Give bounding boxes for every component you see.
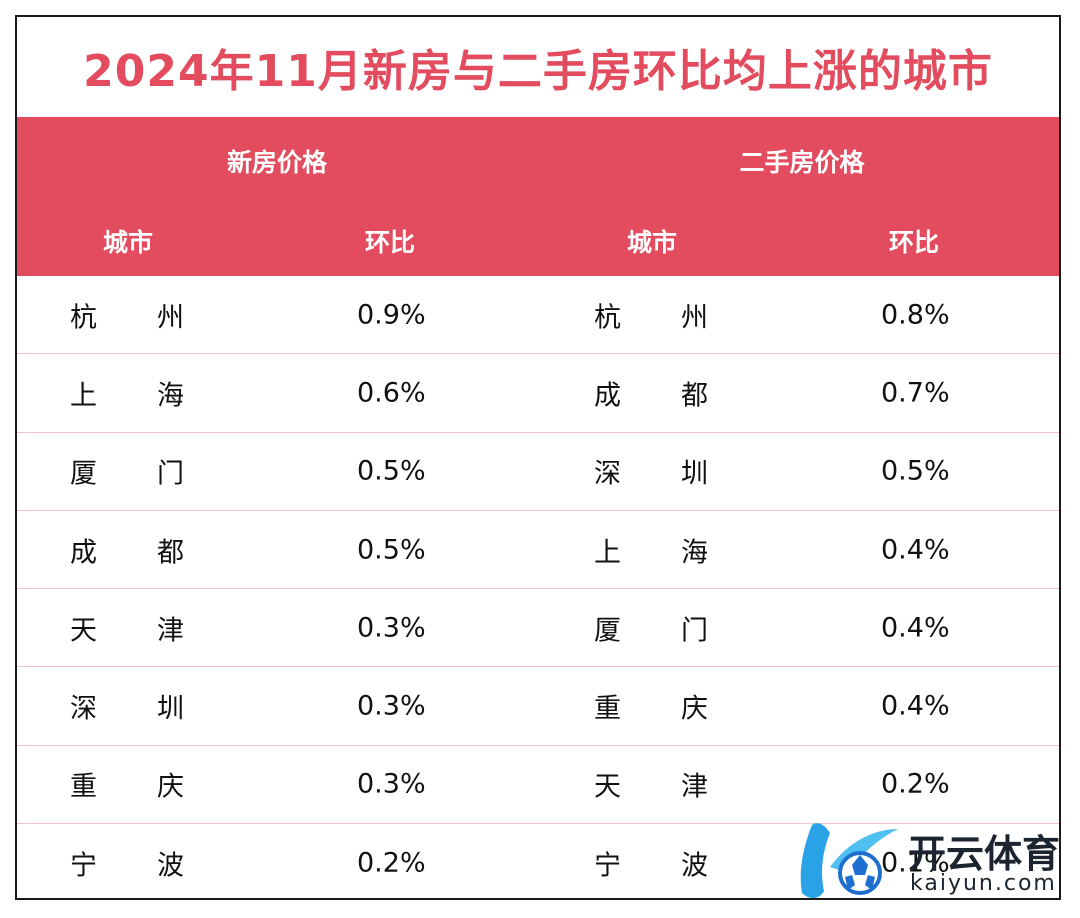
column-header-city: 城市	[626, 228, 678, 257]
mom-value-cell: 0.2%	[357, 847, 426, 879]
table-row: 上海 0.6% 成都 0.7%	[17, 354, 1059, 433]
table-header: 新房价格 二手房价格 城市 环比 城市 环比	[17, 117, 1059, 276]
column-header-mom: 环比	[888, 228, 940, 257]
city-cell: 成都	[70, 537, 244, 569]
chart-title: 2024年11月新房与二手房环比均上涨的城市	[83, 46, 993, 97]
city-cell: 杭州	[594, 302, 768, 334]
kaiyun-logo-icon	[800, 823, 898, 899]
city-cell: 厦门	[594, 615, 768, 647]
city-cell: 成都	[594, 380, 768, 412]
mom-value-cell: 0.2%	[881, 768, 950, 800]
watermark-domain: kaiyun.com	[910, 871, 1057, 896]
city-cell: 重庆	[70, 771, 244, 803]
table-row: 成都 0.5% 上海 0.4%	[17, 511, 1059, 590]
city-cell: 厦门	[70, 458, 244, 490]
mom-value-cell: 0.7%	[881, 377, 950, 409]
table-row: 重庆 0.3% 天津 0.2%	[17, 746, 1059, 825]
mom-value-cell: 0.1%	[881, 847, 950, 879]
mom-value-cell: 0.5%	[357, 534, 426, 566]
city-cell: 深圳	[70, 693, 244, 725]
group-label-resale-homes: 二手房价格	[739, 148, 865, 177]
city-cell: 重庆	[594, 693, 768, 725]
mom-value-cell: 0.8%	[881, 299, 950, 331]
table-frame: 2024年11月新房与二手房环比均上涨的城市 新房价格 二手房价格 城市 环比 …	[15, 15, 1061, 900]
city-cell: 上海	[594, 537, 768, 569]
table-row: 天津 0.3% 厦门 0.4%	[17, 589, 1059, 668]
table-row: 杭州 0.9% 杭州 0.8%	[17, 276, 1059, 355]
mom-value-cell: 0.6%	[357, 377, 426, 409]
table-row: 厦门 0.5% 深圳 0.5%	[17, 433, 1059, 511]
city-cell: 天津	[70, 615, 244, 647]
table-body: 杭州 0.9% 杭州 0.8% 上海 0.6% 成都 0.7% 厦门 0.5% 深圳 0.5% 成都 0.…	[17, 276, 1059, 898]
city-cell: 深圳	[594, 458, 768, 490]
mom-value-cell: 0.3%	[357, 690, 426, 722]
column-header-city: 城市	[102, 228, 154, 257]
mom-value-cell: 0.4%	[881, 690, 950, 722]
mom-value-cell: 0.4%	[881, 534, 950, 566]
group-label-new-homes: 新房价格	[226, 148, 328, 177]
watermark-brand-name: 开云体育	[908, 832, 1061, 876]
city-cell: 上海	[70, 380, 244, 412]
table-row: 深圳 0.3% 重庆 0.4%	[17, 667, 1059, 746]
mom-value-cell: 0.3%	[357, 768, 426, 800]
city-cell: 杭州	[70, 302, 244, 334]
mom-value-cell: 0.4%	[881, 612, 950, 644]
mom-value-cell: 0.5%	[881, 455, 950, 487]
mom-value-cell: 0.5%	[357, 455, 426, 487]
watermark-logo: 开云体育 kaiyun.com	[790, 815, 1070, 905]
column-header-mom: 环比	[364, 228, 416, 257]
city-cell: 宁波	[594, 850, 768, 882]
mom-value-cell: 0.9%	[357, 299, 426, 331]
city-cell: 天津	[594, 771, 768, 803]
mom-value-cell: 0.3%	[357, 612, 426, 644]
table-row: 宁波 0.2% 宁波 0.1%	[17, 824, 1059, 898]
city-cell: 宁波	[70, 850, 244, 882]
